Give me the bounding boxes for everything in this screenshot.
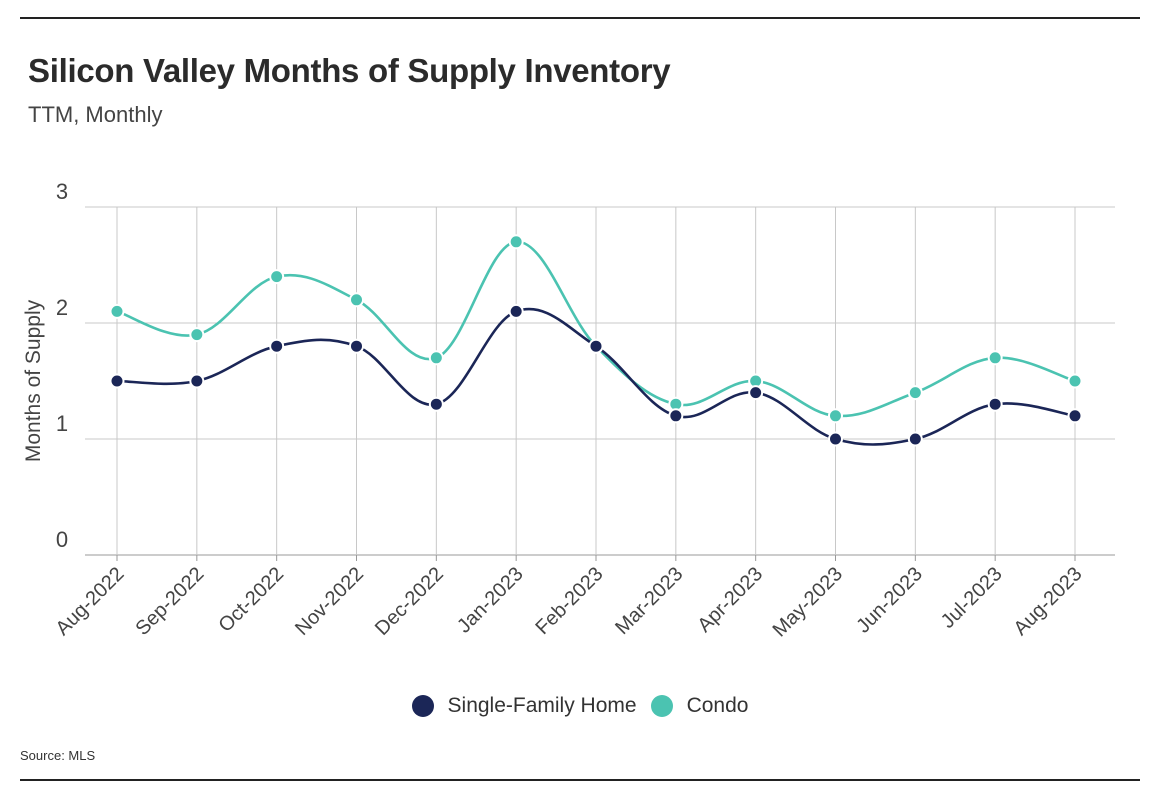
data-point-single-family-home[interactable] [668,408,684,424]
legend-item-condo[interactable]: Condo [650,694,749,718]
legend: Single-Family Home Condo [0,694,1160,718]
legend-swatch-single-family-home [411,695,434,717]
legend-swatch-condo [650,695,673,717]
data-point-single-family-home[interactable] [907,431,923,447]
axis-layer: 0 1 2 3 Aug-2022 Sep-2022 Oct-2022 Nov-2022 Dec-… [22,179,1087,641]
data-point-single-family-home[interactable] [109,373,125,389]
data-point-condo[interactable] [109,303,125,319]
data-point-condo[interactable] [828,408,843,424]
y-tick-label: 3 [56,179,68,204]
data-point-single-family-home[interactable] [1067,408,1083,424]
legend-label-condo: Condo [686,694,749,717]
data-point-single-family-home[interactable] [189,373,205,389]
x-tick-label: Apr-2023 [693,563,767,637]
x-tick-label: Aug-2023 [1010,563,1087,640]
data-point-condo[interactable] [1067,373,1083,389]
series-layer [109,234,1083,447]
grid-layer [85,206,1115,561]
chart-subtitle: TTM, Monthly [28,102,163,127]
data-point-condo[interactable] [987,350,1003,366]
x-tick-label: Sep-2022 [131,563,208,640]
data-point-condo[interactable] [189,327,205,343]
x-tick-label: Dec-2022 [371,563,448,640]
data-point-condo[interactable] [907,385,923,401]
x-tick-label: Oct-2022 [214,563,288,637]
legend-item-single-family-home[interactable]: Single-Family Home [411,694,637,718]
data-point-condo[interactable] [508,234,524,250]
data-point-condo[interactable] [269,269,285,285]
source-note: Source: MLS [20,748,96,763]
data-point-single-family-home[interactable] [428,396,444,412]
data-point-single-family-home[interactable] [349,338,364,354]
y-tick-label: 0 [56,527,68,552]
data-point-condo[interactable] [428,350,444,366]
data-point-single-family-home[interactable] [269,338,285,354]
data-point-single-family-home[interactable] [508,303,524,319]
x-tick-label: Jul-2023 [937,563,1007,633]
x-tick-label: Feb-2023 [531,563,607,639]
bottom-rule [20,779,1140,781]
data-point-single-family-home[interactable] [588,338,604,354]
legend-label-single-family-home: Single-Family Home [447,694,637,717]
y-tick-label: 1 [56,411,68,436]
y-axis-label: Months of Supply [22,299,45,462]
y-tick-label: 2 [56,295,68,320]
data-point-condo[interactable] [349,292,364,308]
line-chart: 0 1 2 3 Aug-2022 Sep-2022 Oct-2022 Nov-2022 Dec-… [22,179,1115,641]
x-tick-label: Aug-2022 [52,563,129,640]
data-point-single-family-home[interactable] [748,385,764,401]
chart-title: Silicon Valley Months of Supply Inventor… [28,52,671,89]
x-tick-label: Jan-2023 [453,563,528,638]
data-point-single-family-home[interactable] [828,431,843,447]
data-point-single-family-home[interactable] [987,396,1003,412]
x-tick-label: Jun-2023 [852,563,927,638]
top-rule [20,17,1140,19]
x-tick-label: May-2023 [769,563,847,641]
x-tick-label: Mar-2023 [611,563,687,639]
x-tick-label: Nov-2022 [291,563,368,640]
